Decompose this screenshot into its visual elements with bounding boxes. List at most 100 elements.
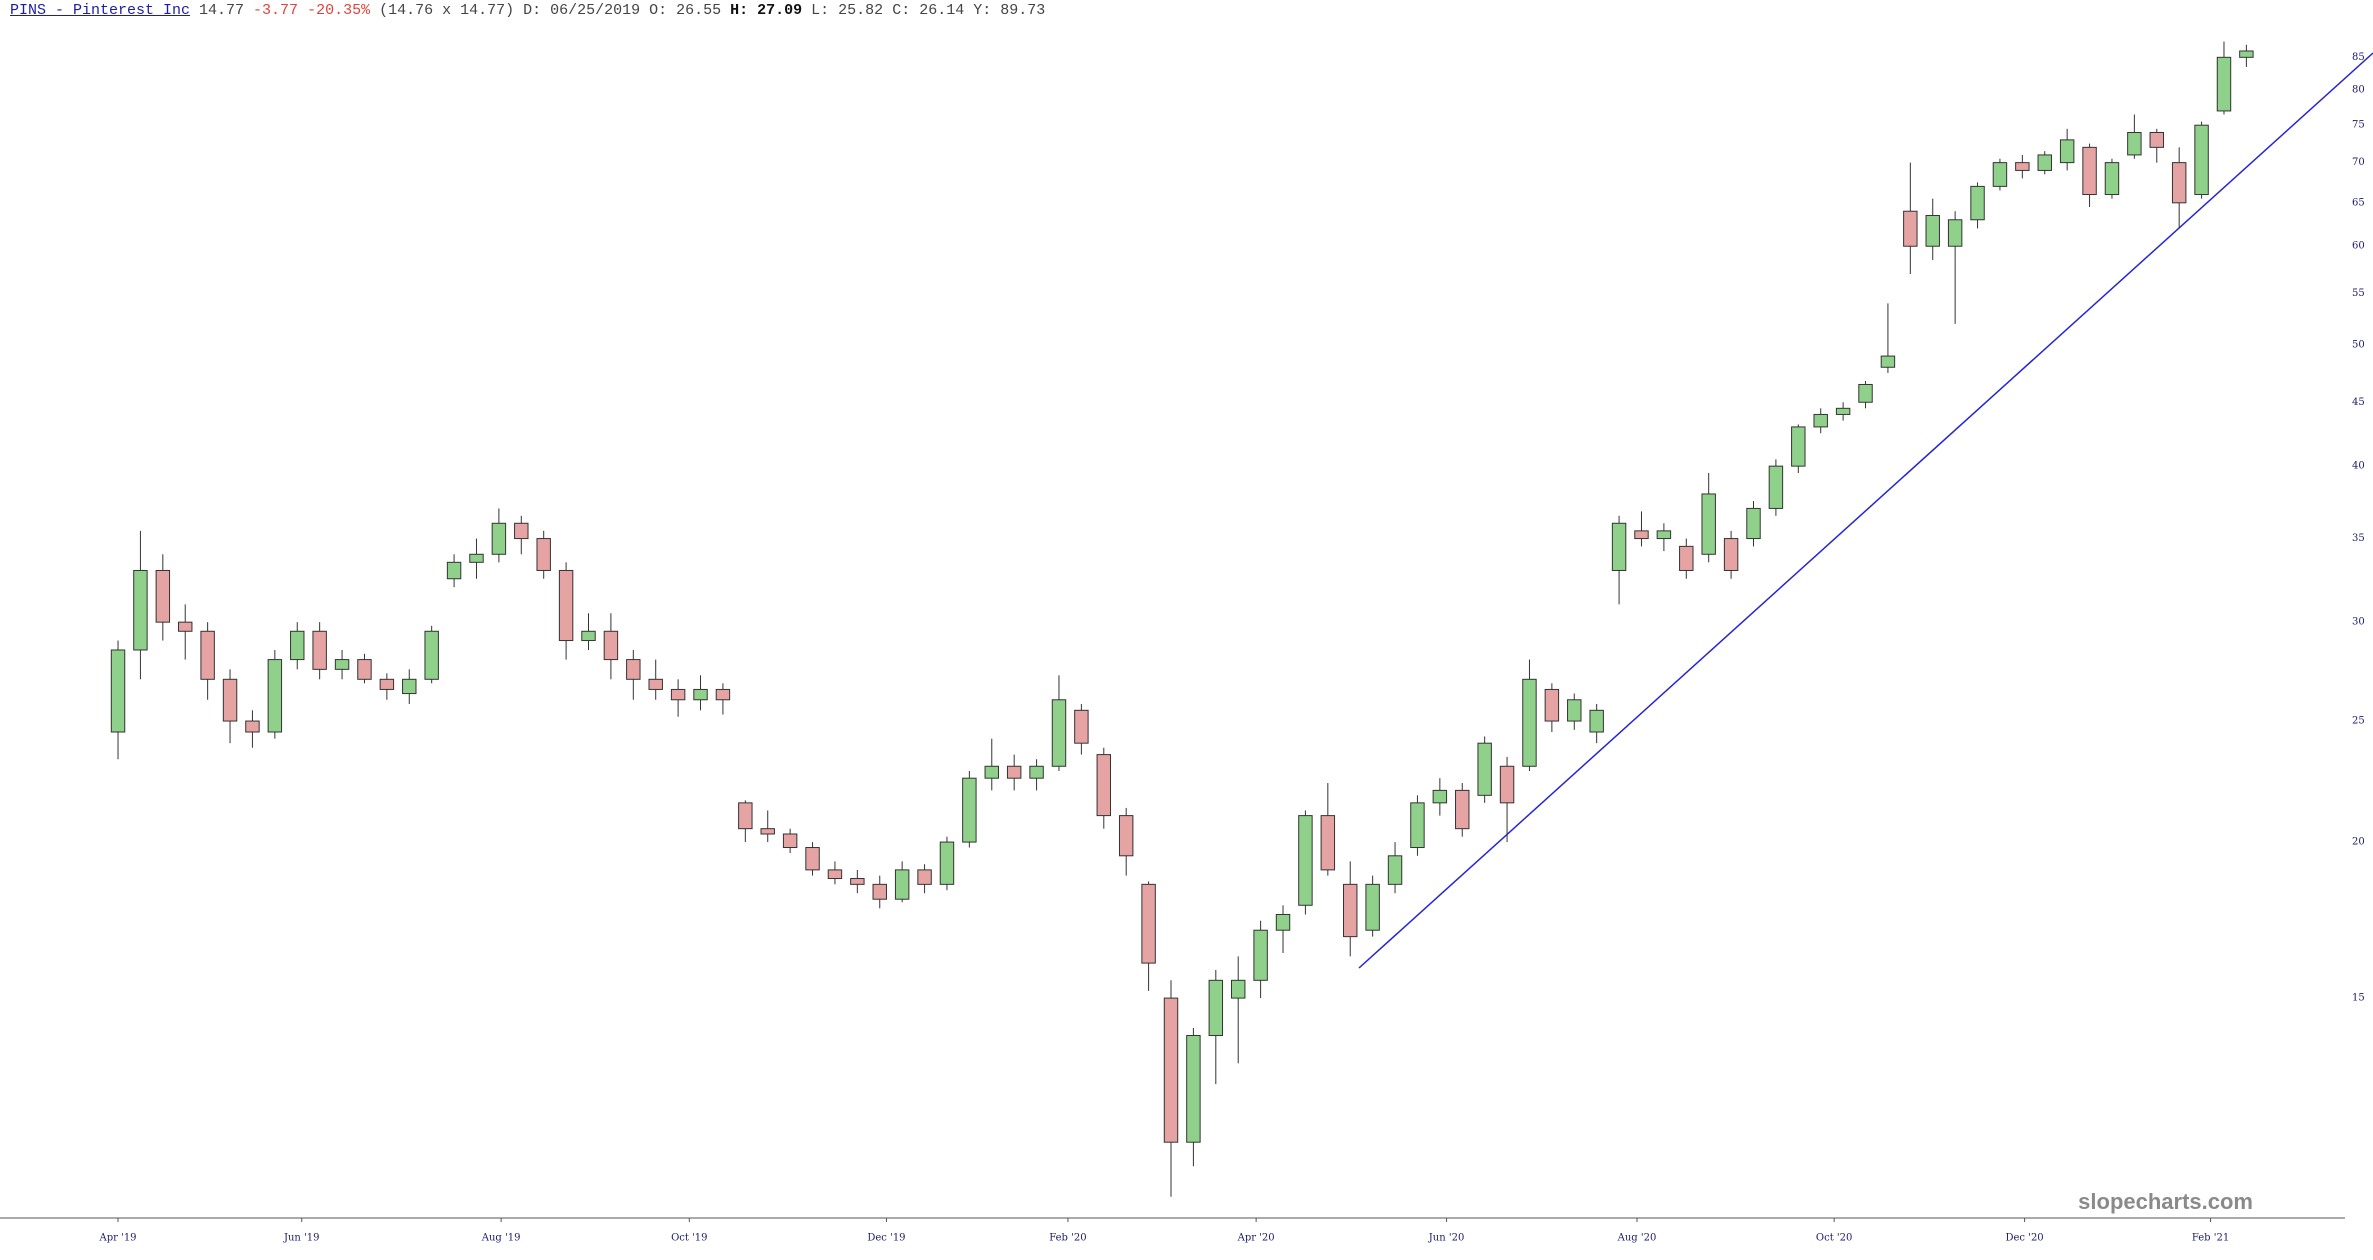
quote-header: PINS - Pinterest Inc 14.77 -3.77 -20.35% (14… [10, 2, 1054, 19]
x-tick-label: Dec '19 [867, 1233, 905, 1244]
candle-body [1118, 815, 1134, 857]
candle-body [1970, 185, 1985, 221]
x-tick-label: Oct '19 [671, 1233, 707, 1244]
y-value: Y: 89.73 [973, 2, 1046, 19]
symbol-link[interactable]: PINS - Pinterest Inc [10, 2, 191, 19]
candle-body [2149, 131, 2164, 148]
candle-body [2104, 162, 2120, 196]
candle-body [1365, 883, 1380, 931]
candle-body [491, 522, 507, 555]
date: D: 06/25/2019 [523, 2, 641, 19]
candle-body [1791, 426, 1806, 467]
candle-body [514, 522, 529, 540]
candle-body [1858, 383, 1873, 403]
x-tick-label: Dec '20 [2005, 1233, 2043, 1244]
candle-body [312, 630, 327, 670]
last-price: 14.77 [199, 2, 245, 19]
candle-body [110, 649, 126, 733]
candle-body [1925, 214, 1940, 247]
candle-body [1208, 979, 1224, 1037]
candle-body [379, 678, 395, 690]
x-tick-label: Jun '20 [1428, 1233, 1465, 1244]
candle-body [1679, 545, 1694, 571]
x-tick-label: Jun '19 [283, 1233, 320, 1244]
candle-body [402, 678, 417, 695]
x-tick-label: Aug '19 [481, 1233, 521, 1244]
trendline [1358, 52, 2373, 969]
candle-body [1880, 355, 1896, 368]
candle-body [670, 688, 686, 701]
candle-body [290, 630, 305, 661]
y-tick-label: 25 [2352, 716, 2365, 727]
y-tick-label: 60 [2352, 241, 2365, 252]
candle-body [760, 828, 775, 835]
close: C: 26.14 [892, 2, 965, 19]
candle-body [2239, 50, 2254, 58]
candle-body [1006, 765, 1022, 779]
candle-body [1768, 465, 1784, 509]
y-tick-label: 15 [2352, 993, 2365, 1004]
candle-body [1320, 815, 1336, 871]
candle-body [1723, 538, 1739, 571]
open: O: 26.55 [649, 2, 722, 19]
low: L: 25.82 [811, 2, 884, 19]
y-tick-label: 30 [2352, 617, 2365, 628]
y-tick-label: 20 [2352, 837, 2365, 848]
candle-body [805, 847, 820, 871]
candle-body [1230, 979, 1246, 999]
candle-body [872, 883, 887, 900]
x-tick-label: Aug '20 [1617, 1233, 1657, 1244]
candle-body [1163, 997, 1179, 1143]
x-tick-label: Feb '21 [2192, 1233, 2229, 1244]
y-tick-label: 75 [2352, 120, 2365, 131]
candle-body [1432, 789, 1448, 804]
candle-body [222, 678, 238, 722]
candle-body [1141, 883, 1156, 964]
candle-body [446, 561, 462, 580]
candle-body [2194, 124, 2209, 196]
candle-body [693, 688, 708, 701]
candle-body [1298, 815, 1313, 906]
y-tick-label: 65 [2352, 197, 2365, 208]
candle-body [1343, 883, 1358, 938]
y-tick-label: 50 [2352, 340, 2365, 351]
candle-body [1947, 219, 1963, 247]
candle-body [2216, 56, 2232, 112]
bid-ask: (14.76 x 14.77) [379, 2, 515, 19]
candle-body [2127, 131, 2142, 156]
candle-body [850, 878, 865, 885]
candle-body [1275, 913, 1291, 931]
candle-body [715, 688, 731, 701]
candle-body [1455, 789, 1470, 830]
candle-body [1029, 765, 1044, 779]
candle-body [245, 720, 260, 733]
candle-body [1522, 678, 1537, 767]
candle-body [1567, 699, 1582, 722]
candle-body [1544, 688, 1560, 722]
candle-body [558, 569, 574, 642]
watermark: slopecharts.com [2078, 1189, 2253, 1214]
x-tick-label: Apr '19 [98, 1233, 136, 1244]
candle-body [1589, 709, 1604, 733]
candle-body [1992, 162, 2008, 187]
candle-body [334, 659, 350, 670]
y-tick-label: 40 [2352, 461, 2365, 472]
candle-body [939, 841, 955, 885]
candle-body [1096, 754, 1112, 817]
candle-body [581, 630, 596, 642]
candle-body [1186, 1035, 1201, 1143]
candle-body [1387, 855, 1403, 885]
candle-body [155, 569, 171, 623]
candle-body [603, 630, 619, 661]
y-tick-label: 45 [2352, 397, 2365, 408]
candle-body [2037, 154, 2052, 171]
candle-body [1477, 742, 1492, 796]
candle-body [2015, 162, 2030, 171]
high: H: 27.09 [730, 2, 803, 19]
candle-body [738, 802, 753, 830]
candle-body [469, 553, 484, 563]
candle-body [1253, 929, 1268, 981]
candle-body [1656, 530, 1672, 540]
candle-body [1835, 407, 1851, 415]
candle-body [1611, 522, 1627, 571]
